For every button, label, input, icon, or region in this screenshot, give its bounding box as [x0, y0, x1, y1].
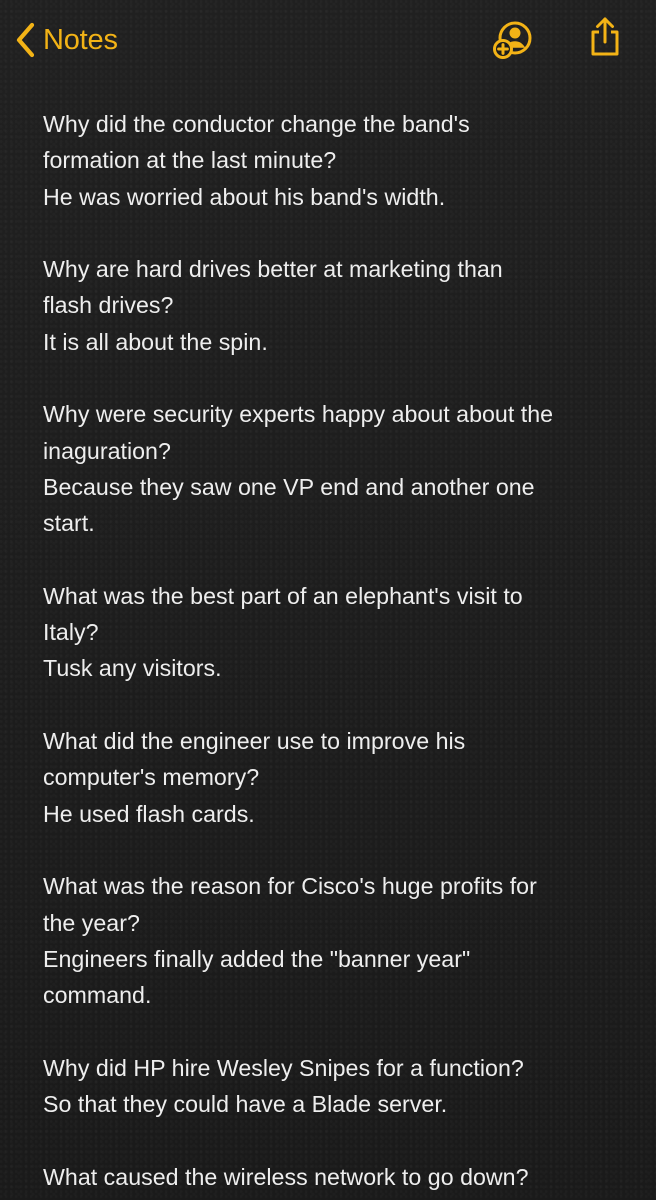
note-line-30: What caused the wireless network to go d… — [43, 1163, 529, 1190]
note-line-1: Why did the conductor change the band's — [43, 111, 470, 137]
note-line-23: the year? — [43, 909, 140, 936]
note-line-27: Why did HP hire Wesley Snipes for a func… — [43, 1054, 524, 1081]
note-line-15: Italy? — [43, 619, 99, 646]
note-body[interactable]: Why did the conductor change the band's … — [43, 106, 633, 1195]
note-line-19: computer's memory? — [43, 764, 260, 791]
note-line-24: Engineers finally added the "banner year… — [43, 945, 471, 972]
chevron-left-icon — [16, 22, 35, 58]
note-line-20: He used flash cards. — [43, 800, 255, 827]
note-line-28: So that they could have a Blade server. — [43, 1091, 448, 1118]
note-blank-line — [43, 832, 633, 868]
note-line-10: inaguration? — [43, 437, 171, 464]
share-icon[interactable] — [583, 15, 627, 59]
note-line-16: Tusk any visitors. — [43, 655, 222, 682]
note-blank-line — [43, 360, 633, 396]
note-blank-line — [43, 687, 633, 723]
note-line-12: start. — [43, 510, 95, 537]
note-line-22: What was the reason for Cisco's huge pro… — [43, 873, 537, 900]
back-button-label: Notes — [43, 24, 118, 56]
notes-navigation-bar: Notes — [0, 0, 656, 82]
note-line-25: command. — [43, 982, 152, 1009]
note-line-14: What was the best part of an elephant's … — [43, 582, 523, 609]
back-to-notes-button[interactable]: Notes — [14, 20, 118, 60]
note-blank-line — [43, 1122, 633, 1158]
note-line-7: It is all about the spin. — [43, 328, 268, 355]
note-blank-line — [43, 1013, 633, 1049]
note-line-9: Why were security experts happy about ab… — [43, 401, 554, 428]
note-line-11: Because they saw one VP end and another … — [43, 473, 535, 500]
note-line-3: He was worried about his band's width. — [43, 183, 446, 210]
note-line-6: flash drives? — [43, 292, 174, 319]
add-person-icon[interactable] — [490, 18, 534, 62]
note-line-5: Why are hard drives better at marketing … — [43, 256, 503, 283]
note-blank-line — [43, 542, 633, 578]
note-blank-line — [43, 215, 633, 251]
note-line-2: formation at the last minute? — [43, 147, 337, 174]
note-line-18: What did the engineer use to improve his — [43, 728, 466, 755]
